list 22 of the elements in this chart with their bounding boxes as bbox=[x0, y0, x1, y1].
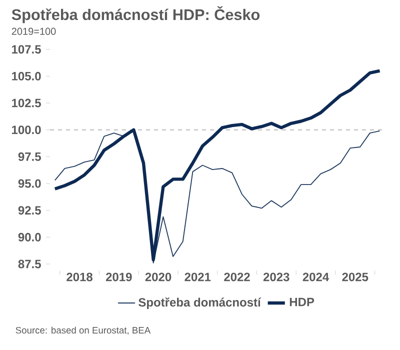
x-tick-label: 2025 bbox=[342, 272, 368, 282]
y-tick-label: 107.5 bbox=[12, 45, 41, 54]
legend-label: Spotřeba domácností bbox=[138, 298, 262, 309]
x-tick-label: 2020 bbox=[145, 272, 172, 282]
y-tick-label: 105.0 bbox=[12, 72, 41, 80]
x-tick-label: 2023 bbox=[263, 272, 290, 282]
y-tick-label: 90.0 bbox=[18, 232, 41, 242]
y-tick-label: 97.5 bbox=[18, 152, 41, 161]
y-tick-label: 92.5 bbox=[18, 206, 41, 215]
y-tick-label: 95.0 bbox=[18, 179, 41, 188]
source-note: Source: based on Eurostat, BEA bbox=[16, 326, 151, 335]
y-tick-label: 102.5 bbox=[12, 98, 41, 108]
chart-subtitle: 2019=100 bbox=[12, 28, 56, 35]
x-tick-label: 2021 bbox=[184, 272, 211, 282]
x-tick-label: 2022 bbox=[224, 272, 250, 282]
legend-label: HDP bbox=[290, 298, 314, 306]
x-tick-label: 2024 bbox=[302, 272, 330, 282]
x-tick-label: 2019 bbox=[106, 272, 132, 282]
chart-title: Spotřeba domácností HDP: Česko bbox=[12, 6, 260, 24]
y-tick-label: 87.5 bbox=[18, 260, 41, 268]
x-tick-label: 2018 bbox=[66, 272, 93, 282]
y-tick-label: 100.0 bbox=[12, 126, 41, 134]
